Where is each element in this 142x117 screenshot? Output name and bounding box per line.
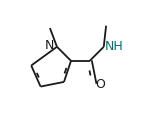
Text: N: N bbox=[45, 38, 54, 52]
Text: O: O bbox=[96, 78, 106, 91]
Text: NH: NH bbox=[105, 40, 124, 53]
